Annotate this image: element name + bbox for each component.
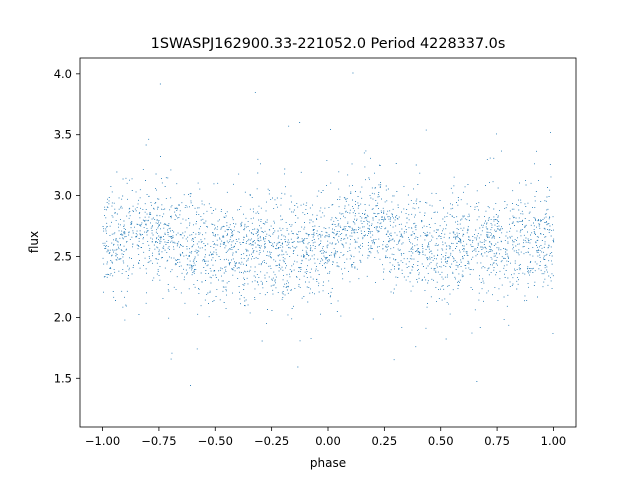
y-tick-label: 2.0 [54,310,72,324]
y-tick-label: 3.0 [54,189,72,203]
x-tick-label: 1.00 [541,434,567,448]
y-axis-ticks: 1.5 2.0 2.5 3.0 3.5 4.0 [54,67,80,385]
x-tick-label: 0.25 [372,434,398,448]
scatter-points [102,72,555,386]
x-tick-label: −0.50 [198,434,233,448]
y-axis-label: flux [27,231,41,253]
plot-area-frame [79,57,577,428]
x-tick-label: −0.75 [141,434,176,448]
chart-title: 1SWASPJ162900.33-221052.0 Period 4228337… [151,36,506,52]
x-axis-label: phase [310,456,346,470]
x-tick-label: −0.25 [254,434,289,448]
x-tick-label: 0.00 [315,434,341,448]
x-axis-ticks: −1.00 −0.75 −0.50 −0.25 0.00 0.25 0.50 0.75 1.00 [85,427,566,448]
x-tick-label: 0.50 [428,434,454,448]
y-tick-label: 3.5 [54,128,72,142]
flux-data-points [102,72,555,386]
y-tick-label: 2.5 [54,250,72,264]
x-tick-label: −1.00 [85,434,120,448]
y-tick-label: 4.0 [54,67,72,81]
y-tick-label: 1.5 [54,371,72,385]
x-tick-label: 0.75 [484,434,510,448]
